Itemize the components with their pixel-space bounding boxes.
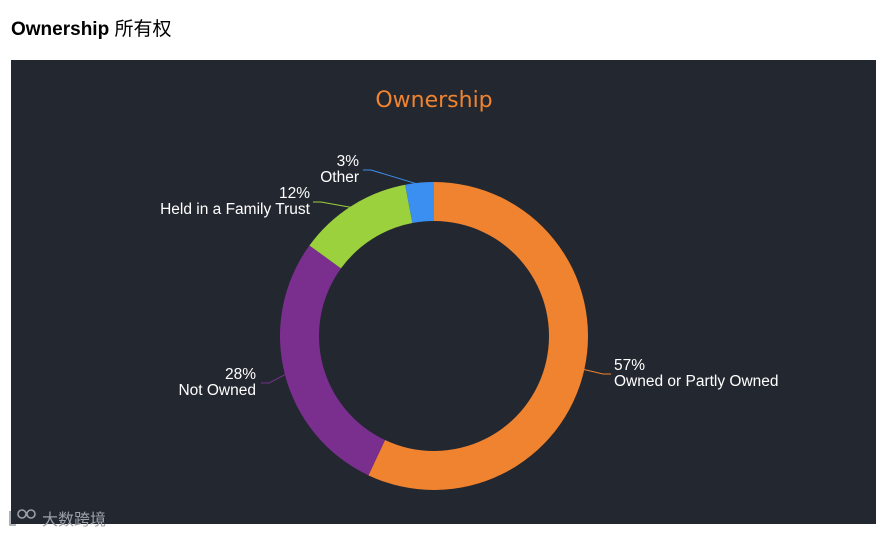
donut-slices	[279, 182, 588, 490]
slice-category-label: Not Owned	[178, 382, 256, 399]
slice-value-label: 28%	[225, 366, 256, 383]
slice-category-label: Other	[320, 169, 359, 186]
watermark-text: 大数跨境	[42, 510, 106, 529]
leader-line	[313, 201, 353, 209]
leader-line	[261, 373, 288, 384]
watermark-logo-icon	[9, 509, 36, 526]
slice-value-label: 12%	[279, 185, 310, 202]
leader-line	[582, 368, 611, 375]
slice-category-label: Held in a Family Trust	[160, 201, 311, 218]
page-subtitle: 所有权	[114, 19, 172, 40]
chart-panel: Ownership 57% Owned or Partly Owned 28% Not…	[11, 60, 876, 524]
page-heading: Ownership 所有权	[11, 14, 171, 41]
donut-slice-held-in-a-family-trust	[309, 184, 413, 269]
chart-title: Ownership	[375, 88, 492, 113]
donut-slice-other	[405, 182, 434, 224]
slice-category-label: Owned or Partly Owned	[614, 373, 779, 390]
leader-line	[363, 169, 420, 186]
donut-slice-owned-or-partly-owned	[368, 182, 588, 490]
watermark: 大数跨境	[9, 509, 106, 529]
leader-lines	[261, 169, 611, 384]
donut-chart: Ownership 57%Owned or Partly Owned 28%Not…	[160, 88, 779, 490]
donut-slice-not-owned	[279, 245, 386, 476]
page-title: Ownership	[11, 19, 110, 40]
slice-labels: 57%Owned or Partly Owned 28%Not Owned 12%H…	[160, 153, 778, 399]
slice-value-label: 3%	[337, 153, 360, 170]
slice-value-label: 57%	[614, 357, 645, 374]
